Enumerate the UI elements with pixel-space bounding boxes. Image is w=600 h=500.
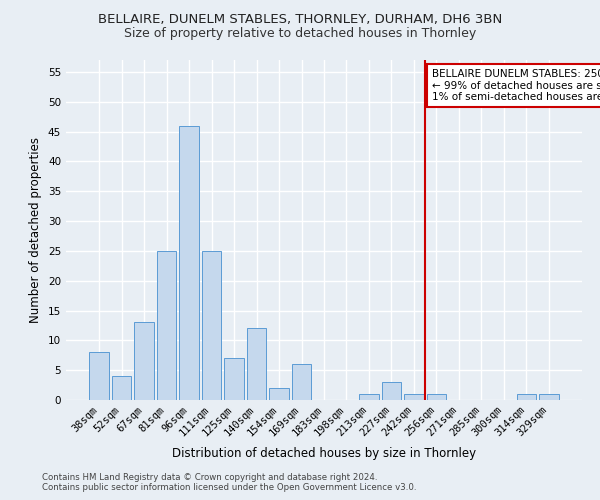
X-axis label: Distribution of detached houses by size in Thornley: Distribution of detached houses by size …	[172, 447, 476, 460]
Text: BELLAIRE, DUNELM STABLES, THORNLEY, DURHAM, DH6 3BN: BELLAIRE, DUNELM STABLES, THORNLEY, DURH…	[98, 12, 502, 26]
Bar	[112, 376, 131, 400]
Bar	[382, 382, 401, 400]
Text: Size of property relative to detached houses in Thornley: Size of property relative to detached ho…	[124, 28, 476, 40]
Text: BELLAIRE DUNELM STABLES: 250sqm
← 99% of detached houses are smaller (154)
1% of: BELLAIRE DUNELM STABLES: 250sqm ← 99% of…	[432, 69, 600, 102]
Bar	[224, 358, 244, 400]
Bar	[292, 364, 311, 400]
Y-axis label: Number of detached properties: Number of detached properties	[29, 137, 43, 323]
Bar	[247, 328, 266, 400]
Text: Contains public sector information licensed under the Open Government Licence v3: Contains public sector information licen…	[42, 484, 416, 492]
Text: Contains HM Land Registry data © Crown copyright and database right 2024.: Contains HM Land Registry data © Crown c…	[42, 474, 377, 482]
Bar	[179, 126, 199, 400]
Bar	[359, 394, 379, 400]
Bar	[539, 394, 559, 400]
Bar	[157, 251, 176, 400]
Bar	[404, 394, 424, 400]
Bar	[202, 251, 221, 400]
Bar	[269, 388, 289, 400]
Bar	[89, 352, 109, 400]
Bar	[134, 322, 154, 400]
Bar	[517, 394, 536, 400]
Bar	[427, 394, 446, 400]
